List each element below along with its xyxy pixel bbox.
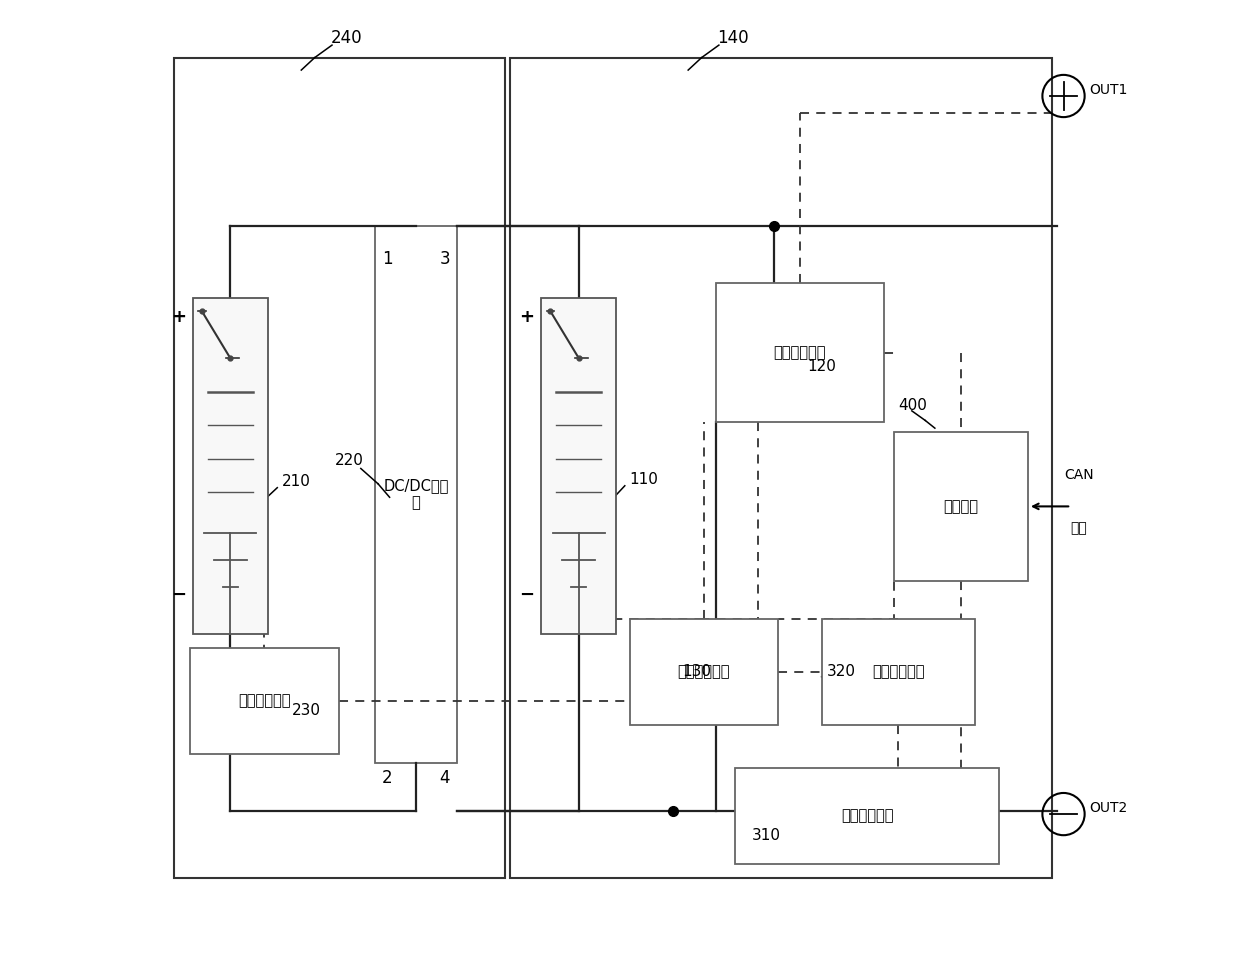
Text: 控制单元: 控制单元 bbox=[944, 499, 978, 514]
Bar bbox=[822, 619, 975, 725]
Text: 210: 210 bbox=[281, 474, 311, 490]
Text: 320: 320 bbox=[826, 664, 856, 680]
Text: +: + bbox=[520, 308, 534, 325]
Text: 4: 4 bbox=[439, 769, 450, 787]
Text: 120: 120 bbox=[807, 359, 836, 374]
Text: 第二检测单元: 第二检测单元 bbox=[238, 693, 290, 708]
Text: 240: 240 bbox=[331, 30, 362, 47]
Text: 1: 1 bbox=[382, 250, 393, 268]
Bar bbox=[735, 768, 999, 864]
Bar bbox=[192, 298, 268, 634]
Bar bbox=[542, 298, 616, 634]
Text: 140: 140 bbox=[718, 30, 749, 47]
Text: 公共检测单元: 公共检测单元 bbox=[872, 664, 925, 680]
Text: +: + bbox=[171, 308, 186, 325]
Text: 220: 220 bbox=[335, 453, 363, 468]
Text: 310: 310 bbox=[751, 828, 780, 843]
Text: 第一开关单元: 第一开关单元 bbox=[774, 346, 826, 360]
Bar bbox=[376, 226, 456, 763]
Text: 第一检测单元: 第一检测单元 bbox=[678, 664, 730, 680]
Text: CAN: CAN bbox=[1064, 468, 1094, 482]
Text: DC/DC转换
器: DC/DC转换 器 bbox=[383, 478, 449, 511]
Text: 2: 2 bbox=[382, 769, 393, 787]
Text: OUT1: OUT1 bbox=[1090, 84, 1128, 97]
Bar bbox=[510, 58, 1052, 878]
Text: −: − bbox=[520, 587, 534, 604]
Text: −: − bbox=[171, 587, 186, 604]
Text: 400: 400 bbox=[899, 397, 928, 413]
Text: OUT2: OUT2 bbox=[1090, 802, 1127, 815]
Bar bbox=[190, 648, 339, 754]
Bar bbox=[174, 58, 505, 878]
Bar bbox=[715, 283, 884, 422]
Text: 130: 130 bbox=[682, 664, 712, 680]
Text: 3: 3 bbox=[439, 250, 450, 268]
Text: 公共开关单元: 公共开关单元 bbox=[841, 808, 894, 824]
Text: 230: 230 bbox=[291, 703, 321, 718]
Bar bbox=[630, 619, 779, 725]
Bar bbox=[894, 432, 1028, 581]
Text: 网络: 网络 bbox=[1070, 520, 1087, 535]
Text: 110: 110 bbox=[630, 472, 658, 488]
